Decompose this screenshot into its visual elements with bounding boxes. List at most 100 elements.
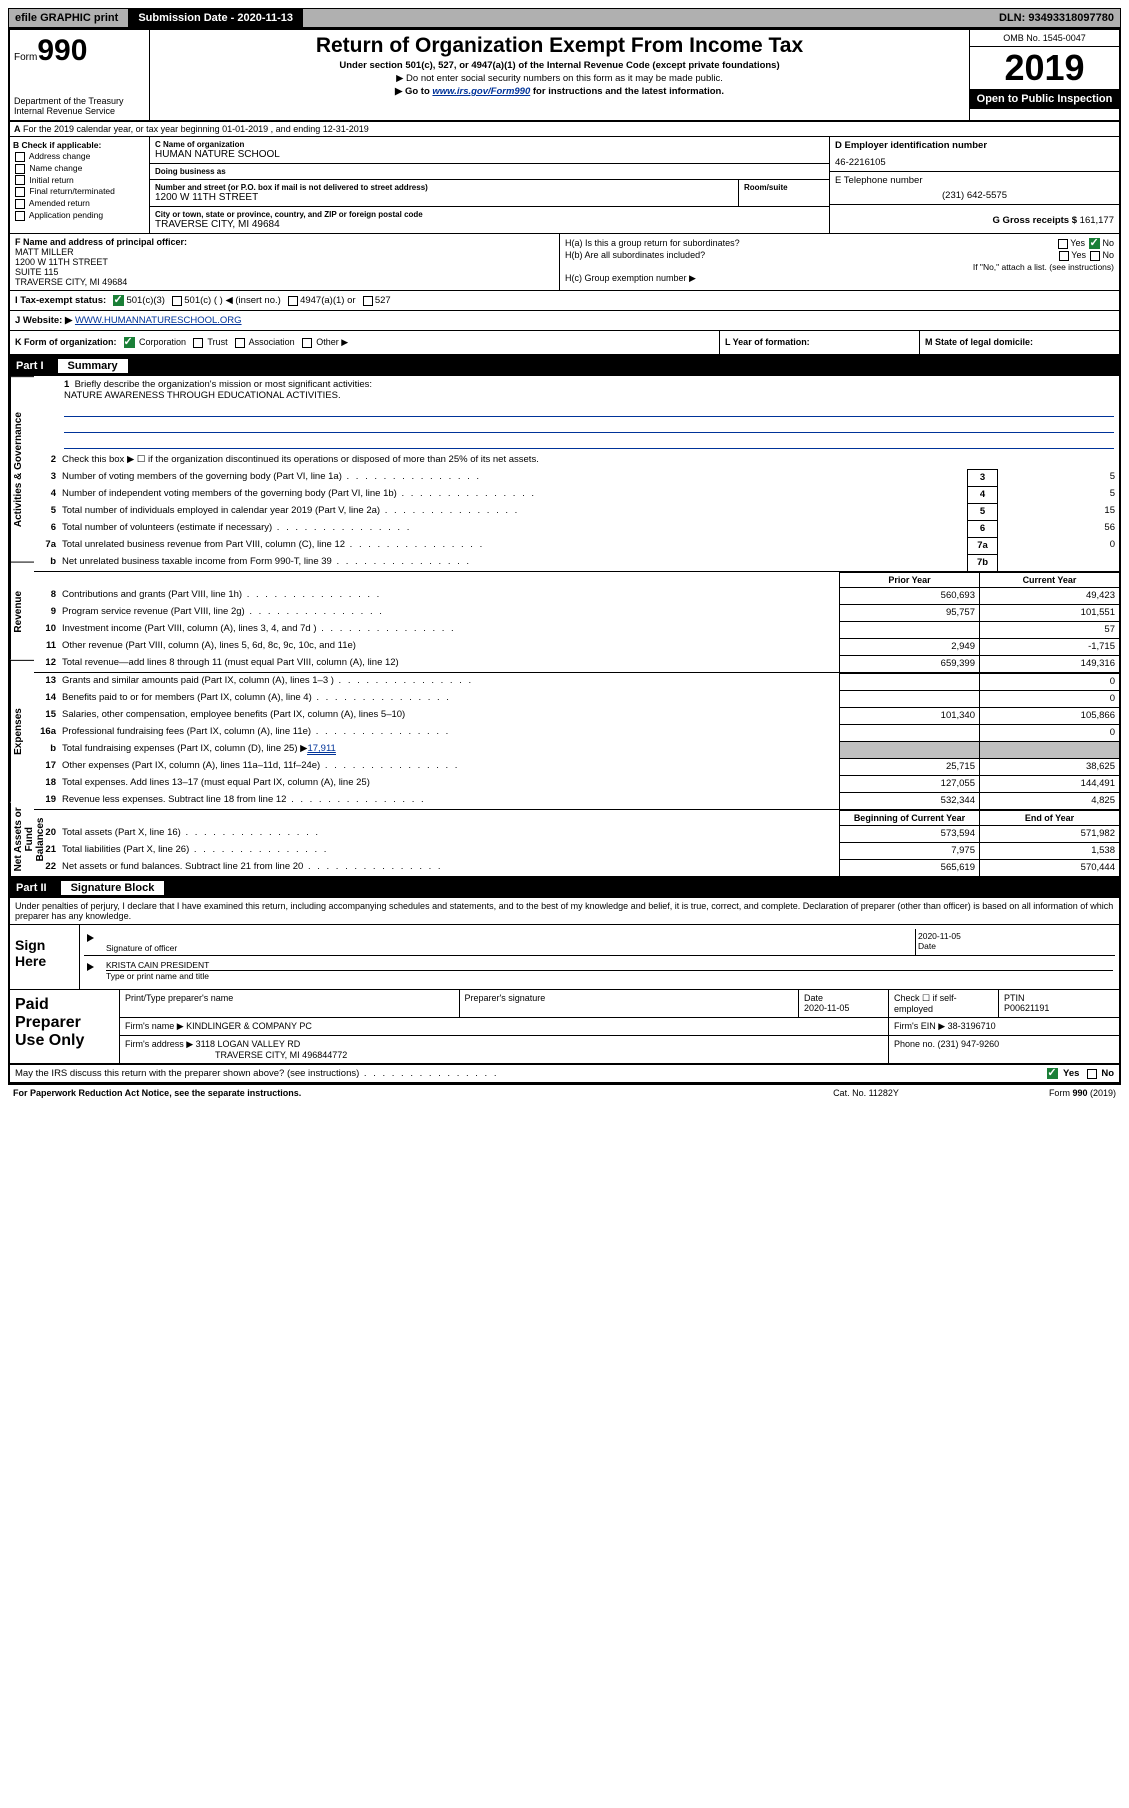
chk-501c[interactable]: [172, 296, 182, 306]
chk-discuss-yes[interactable]: [1047, 1068, 1058, 1079]
line8-curr: 49,423: [979, 587, 1119, 604]
chk-hb-no[interactable]: [1090, 251, 1100, 261]
address-value: 1200 W 11TH STREET: [155, 192, 733, 203]
line9-curr: 101,551: [979, 604, 1119, 621]
chk-trust[interactable]: [193, 338, 203, 348]
sig-name: KRISTA CAIN PRESIDENT: [106, 960, 1113, 971]
row-k-form-org: K Form of organization: Corporation Trus…: [10, 331, 719, 354]
firm-phone-label: Phone no.: [894, 1039, 938, 1049]
firm-phone: (231) 947-9260: [938, 1039, 1000, 1049]
ptin-val: P00621191: [1004, 1003, 1049, 1013]
firm-ein-label: Firm's EIN ▶: [894, 1021, 948, 1031]
line18-prior: 127,055: [839, 775, 979, 792]
ps-label: Preparer's signature: [465, 993, 546, 1003]
line13-prior: [839, 673, 979, 690]
firm-addr2: TRAVERSE CITY, MI 496844772: [215, 1050, 347, 1060]
firm-ein: 38-3196710: [948, 1021, 996, 1031]
firm-name-label: Firm's name ▶: [125, 1021, 186, 1031]
chk-final-return[interactable]: [15, 187, 25, 197]
line3-desc: Number of voting members of the governin…: [60, 469, 967, 486]
open-to-public: Open to Public Inspection: [970, 89, 1119, 109]
line14-prior: [839, 690, 979, 707]
paid-preparer-label: Paid Preparer Use Only: [10, 990, 120, 1063]
form-title: Return of Organization Exempt From Incom…: [156, 34, 963, 58]
line17-desc: Other expenses (Part IX, column (A), lin…: [60, 758, 839, 775]
line4-val: 5: [997, 486, 1119, 503]
line10-curr: 57: [979, 621, 1119, 638]
line4-desc: Number of independent voting members of …: [60, 486, 967, 503]
chk-ha-yes[interactable]: [1058, 239, 1068, 249]
subtitle-3: ▶ Go to www.irs.gov/Form990 for instruct…: [156, 86, 963, 97]
sign-here-label: Sign Here: [10, 925, 80, 989]
chk-hb-yes[interactable]: [1059, 251, 1069, 261]
chk-discuss-no[interactable]: [1087, 1069, 1097, 1079]
line20-end: 571,982: [979, 825, 1119, 842]
firm-addr1: 3118 LOGAN VALLEY RD: [196, 1039, 301, 1049]
row-a-period: A For the 2019 calendar year, or tax yea…: [10, 122, 1119, 137]
dln: DLN: 93493318097780: [993, 9, 1120, 27]
chk-name-change[interactable]: [15, 164, 25, 174]
vtab-expenses: Expenses: [10, 660, 34, 802]
pdate-val: 2020-11-05: [804, 1003, 849, 1013]
line8-desc: Contributions and grants (Part VIII, lin…: [60, 587, 839, 604]
line6-desc: Total number of volunteers (estimate if …: [60, 520, 967, 537]
line16a-desc: Professional fundraising fees (Part IX, …: [60, 724, 839, 741]
line17-curr: 38,625: [979, 758, 1119, 775]
pdate-label: Date: [804, 993, 823, 1003]
chk-application-pending[interactable]: [15, 211, 25, 221]
line7b-val: [997, 554, 1119, 571]
chk-initial-return[interactable]: [15, 175, 25, 185]
footer-notice: For Paperwork Reduction Act Notice, see …: [13, 1088, 766, 1098]
top-bar: efile GRAPHIC print Submission Date - 20…: [8, 8, 1121, 28]
line22-desc: Net assets or fund balances. Subtract li…: [60, 859, 839, 876]
line13-desc: Grants and similar amounts paid (Part IX…: [60, 673, 839, 690]
city-value: TRAVERSE CITY, MI 49684: [155, 219, 824, 230]
row-j-website: J Website: ▶ WWW.HUMANNATURESCHOOL.ORG: [10, 311, 1119, 331]
line22-beg: 565,619: [839, 859, 979, 876]
phone-value: (231) 642-5575: [835, 190, 1114, 201]
col-f-officer: F Name and address of principal officer:…: [10, 234, 560, 290]
submission-date: Submission Date - 2020-11-13: [128, 9, 303, 27]
line18-desc: Total expenses. Add lines 13–17 (must eq…: [60, 775, 839, 792]
line16a-prior: [839, 724, 979, 741]
line7a-desc: Total unrelated business revenue from Pa…: [60, 537, 967, 554]
footer-catno: Cat. No. 11282Y: [766, 1088, 966, 1098]
line12-desc: Total revenue—add lines 8 through 11 (mu…: [60, 655, 839, 672]
phone-label: E Telephone number: [835, 175, 1114, 186]
chk-4947[interactable]: [288, 296, 298, 306]
chk-ha-no[interactable]: [1089, 238, 1100, 249]
hdr-end: End of Year: [979, 810, 1119, 825]
line14-desc: Benefits paid to or for members (Part IX…: [60, 690, 839, 707]
col-h-group: H(a) Is this a group return for subordin…: [560, 234, 1119, 290]
firm-name: KINDLINGER & COMPANY PC: [186, 1021, 312, 1031]
line16b-desc: Total fundraising expenses (Part IX, col…: [60, 741, 839, 758]
chk-corp[interactable]: [124, 337, 135, 348]
line5-desc: Total number of individuals employed in …: [60, 503, 967, 520]
chk-amended[interactable]: [15, 199, 25, 209]
city-label: City or town, state or province, country…: [155, 210, 824, 219]
line11-desc: Other revenue (Part VIII, column (A), li…: [60, 638, 839, 655]
chk-other[interactable]: [302, 338, 312, 348]
line20-beg: 573,594: [839, 825, 979, 842]
website-link[interactable]: WWW.HUMANNATURESCHOOL.ORG: [75, 315, 242, 326]
ein-value: 46-2216105: [835, 157, 1114, 168]
form-header: Form990 Department of the Treasury Inter…: [10, 30, 1119, 122]
chk-527[interactable]: [363, 296, 373, 306]
part2-header: Part II Signature Block: [10, 878, 1119, 898]
chk-assoc[interactable]: [235, 338, 245, 348]
line7b-desc: Net unrelated business taxable income fr…: [60, 554, 967, 571]
sig-arrow-icon-2: [84, 958, 104, 983]
line17-prior: 25,715: [839, 758, 979, 775]
subtitle-1: Under section 501(c), 527, or 4947(a)(1)…: [156, 60, 963, 71]
chk-address-change[interactable]: [15, 152, 25, 162]
chk-self-employed: Check ☐ if self-employed: [889, 990, 999, 1017]
org-name-label: C Name of organization: [155, 140, 824, 149]
address-label: Number and street (or P.O. box if mail i…: [155, 183, 733, 192]
sig-date-label: Date: [918, 941, 936, 951]
irs-link[interactable]: www.irs.gov/Form990: [432, 86, 530, 97]
efile-label: efile GRAPHIC print: [9, 9, 124, 27]
line15-prior: 101,340: [839, 707, 979, 724]
chk-501c3[interactable]: [113, 295, 124, 306]
row-l-year: L Year of formation:: [719, 331, 919, 354]
vtab-revenue: Revenue: [10, 562, 34, 660]
